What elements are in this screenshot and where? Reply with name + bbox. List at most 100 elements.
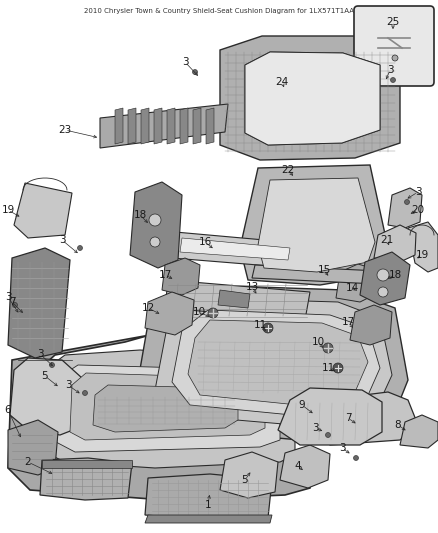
Polygon shape	[258, 178, 375, 272]
Text: 11: 11	[253, 320, 267, 330]
Text: 3: 3	[415, 187, 421, 197]
Text: 10: 10	[192, 307, 205, 317]
Polygon shape	[10, 358, 82, 435]
Text: 3: 3	[5, 292, 11, 302]
Circle shape	[392, 55, 398, 61]
Polygon shape	[374, 225, 416, 262]
Circle shape	[377, 269, 389, 281]
Text: 5: 5	[242, 475, 248, 485]
Polygon shape	[245, 52, 380, 145]
Text: 12: 12	[141, 303, 155, 313]
Text: 6: 6	[5, 405, 11, 415]
Circle shape	[150, 237, 160, 247]
Circle shape	[78, 246, 82, 251]
Polygon shape	[400, 415, 438, 448]
Polygon shape	[220, 452, 278, 498]
Text: 15: 15	[318, 265, 331, 275]
Circle shape	[405, 199, 410, 205]
Polygon shape	[8, 335, 312, 500]
Polygon shape	[42, 460, 132, 468]
Polygon shape	[167, 108, 175, 144]
Polygon shape	[350, 305, 392, 345]
Text: 21: 21	[380, 235, 394, 245]
Polygon shape	[180, 108, 188, 144]
Circle shape	[82, 391, 88, 395]
Polygon shape	[70, 373, 265, 440]
Polygon shape	[14, 183, 72, 238]
Text: 3: 3	[312, 423, 318, 433]
Polygon shape	[172, 232, 298, 268]
Polygon shape	[154, 108, 162, 144]
Text: 10: 10	[311, 337, 325, 347]
Text: 14: 14	[346, 283, 359, 293]
Text: 20: 20	[411, 205, 424, 215]
Text: 17: 17	[159, 270, 172, 280]
Polygon shape	[145, 474, 272, 520]
Circle shape	[192, 69, 198, 75]
Polygon shape	[165, 280, 310, 320]
Polygon shape	[336, 264, 378, 302]
Text: 2: 2	[25, 457, 31, 467]
Text: 3: 3	[65, 380, 71, 390]
FancyBboxPatch shape	[354, 6, 434, 86]
Polygon shape	[162, 258, 200, 295]
Text: 9: 9	[299, 400, 305, 410]
Polygon shape	[206, 108, 214, 144]
Circle shape	[333, 363, 343, 373]
Text: 19: 19	[415, 250, 429, 260]
Polygon shape	[8, 420, 58, 475]
Text: 4: 4	[295, 461, 301, 471]
Polygon shape	[56, 365, 280, 452]
Polygon shape	[141, 108, 149, 144]
Text: 2010 Chrysler Town & Country Shield-Seat Cushion Diagram for 1LX571T1AA: 2010 Chrysler Town & Country Shield-Seat…	[84, 8, 354, 14]
Polygon shape	[193, 108, 201, 144]
Circle shape	[325, 432, 331, 438]
Polygon shape	[130, 182, 182, 268]
Text: 11: 11	[321, 363, 335, 373]
Polygon shape	[252, 265, 400, 285]
Circle shape	[353, 456, 358, 461]
Polygon shape	[172, 310, 380, 415]
Polygon shape	[128, 108, 136, 144]
Polygon shape	[220, 36, 400, 160]
Polygon shape	[145, 515, 272, 523]
Polygon shape	[40, 458, 132, 500]
Circle shape	[391, 77, 396, 83]
Polygon shape	[318, 392, 418, 445]
Polygon shape	[218, 290, 250, 308]
Circle shape	[378, 287, 388, 297]
Circle shape	[263, 323, 273, 333]
Polygon shape	[40, 350, 295, 468]
Polygon shape	[100, 104, 228, 148]
Text: 3: 3	[339, 443, 345, 453]
Polygon shape	[115, 108, 123, 144]
Text: 1: 1	[205, 500, 211, 510]
Polygon shape	[240, 165, 388, 285]
Polygon shape	[188, 320, 368, 404]
Polygon shape	[245, 52, 380, 145]
Polygon shape	[388, 188, 422, 228]
Text: 8: 8	[395, 420, 401, 430]
Polygon shape	[135, 285, 408, 440]
Polygon shape	[155, 298, 392, 425]
Text: 18: 18	[389, 270, 402, 280]
Text: 13: 13	[245, 282, 258, 292]
Text: 19: 19	[1, 205, 14, 215]
Circle shape	[49, 362, 54, 367]
Text: 18: 18	[134, 210, 147, 220]
Text: 17: 17	[341, 317, 355, 327]
Text: 3: 3	[59, 235, 65, 245]
Polygon shape	[180, 238, 290, 260]
Text: 25: 25	[386, 17, 399, 27]
Circle shape	[208, 308, 218, 318]
Polygon shape	[280, 445, 330, 488]
Polygon shape	[360, 252, 410, 305]
Text: 22: 22	[281, 165, 295, 175]
Circle shape	[323, 343, 333, 353]
Polygon shape	[145, 292, 194, 335]
Text: 7: 7	[9, 297, 15, 307]
Polygon shape	[408, 222, 438, 272]
Text: 23: 23	[58, 125, 72, 135]
Text: 3: 3	[387, 65, 393, 75]
Text: 3: 3	[37, 349, 43, 359]
